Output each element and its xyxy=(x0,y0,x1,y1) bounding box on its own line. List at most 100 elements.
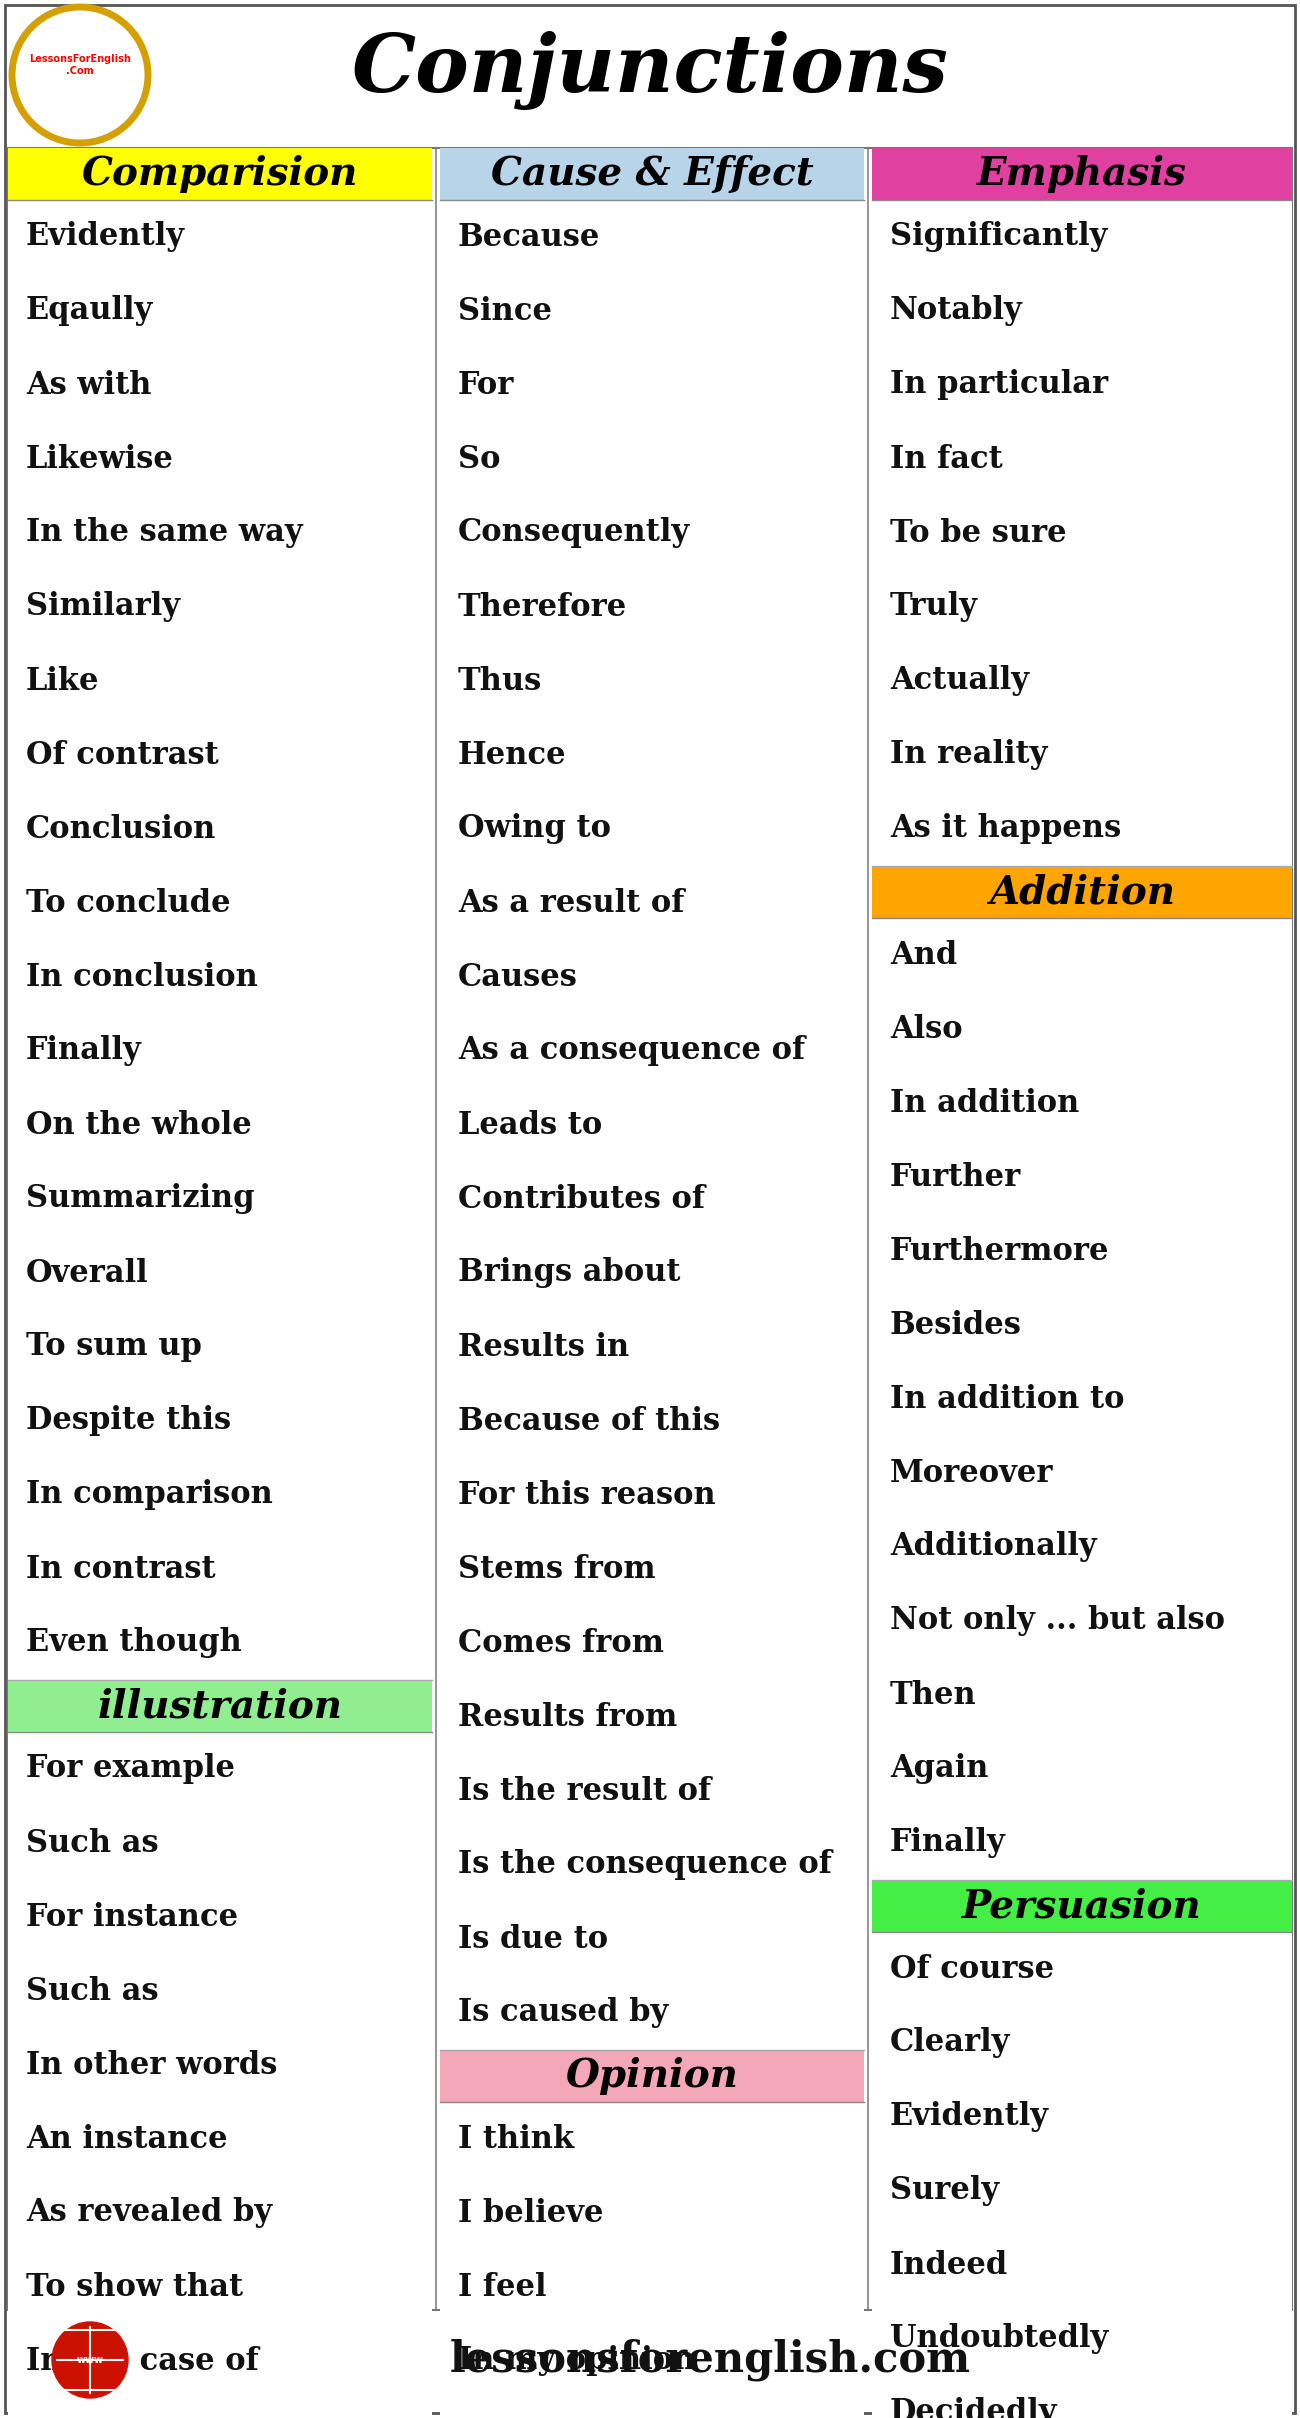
Text: Even though: Even though xyxy=(26,1627,242,1659)
Text: For: For xyxy=(458,370,515,401)
Text: Additionally: Additionally xyxy=(891,1531,1097,1562)
Text: As with: As with xyxy=(26,370,152,401)
Text: I believe: I believe xyxy=(458,2198,603,2229)
Text: Also: Also xyxy=(891,1013,962,1045)
Text: Causes: Causes xyxy=(458,962,578,991)
Text: For instance: For instance xyxy=(26,1901,238,1932)
Text: www: www xyxy=(77,2355,104,2365)
Text: Hence: Hence xyxy=(458,740,567,771)
Text: Further: Further xyxy=(891,1161,1022,1192)
Text: In other words: In other words xyxy=(26,2050,277,2079)
Text: Because of this: Because of this xyxy=(458,1405,720,1436)
Circle shape xyxy=(12,7,148,143)
Text: To show that: To show that xyxy=(26,2271,243,2302)
Text: illustration: illustration xyxy=(98,1688,342,1724)
Bar xyxy=(872,1881,1292,1932)
Text: Surely: Surely xyxy=(891,2176,1000,2208)
Text: Undoubtedly: Undoubtedly xyxy=(891,2324,1108,2355)
Bar xyxy=(872,919,1292,1881)
Bar xyxy=(439,147,864,201)
Text: In the case of: In the case of xyxy=(26,2345,259,2377)
Text: Because: Because xyxy=(458,222,601,251)
Text: As a result of: As a result of xyxy=(458,887,684,919)
Text: Clearly: Clearly xyxy=(891,2029,1010,2058)
Text: Such as: Such as xyxy=(26,1828,159,1859)
Text: Likewise: Likewise xyxy=(26,442,174,474)
Text: Contributes of: Contributes of xyxy=(458,1182,705,1214)
Text: In my opinion: In my opinion xyxy=(458,2345,696,2377)
Text: Eqaully: Eqaully xyxy=(26,295,153,326)
Text: lessonsforenglish.com: lessonsforenglish.com xyxy=(450,2338,971,2382)
Text: In addition to: In addition to xyxy=(891,1383,1124,1415)
Text: Stems from: Stems from xyxy=(458,1552,655,1584)
Text: In conclusion: In conclusion xyxy=(26,962,257,991)
Text: Overall: Overall xyxy=(26,1257,148,1289)
Text: For this reason: For this reason xyxy=(458,1480,716,1511)
Text: Evidently: Evidently xyxy=(26,222,185,251)
Text: To sum up: To sum up xyxy=(26,1332,202,1361)
Text: In reality: In reality xyxy=(891,740,1048,771)
Text: Brings about: Brings about xyxy=(458,1257,680,1289)
Bar xyxy=(8,1681,432,1731)
Text: As a consequence of: As a consequence of xyxy=(458,1035,805,1066)
Text: I think: I think xyxy=(458,2123,575,2154)
Text: Not only ... but also: Not only ... but also xyxy=(891,1606,1225,1637)
Text: Conjunctions: Conjunctions xyxy=(351,31,949,109)
Text: Thus: Thus xyxy=(458,665,542,696)
Text: Addition: Addition xyxy=(989,873,1175,912)
Text: In comparison: In comparison xyxy=(26,1480,273,1511)
Text: On the whole: On the whole xyxy=(26,1110,252,1141)
Text: Comes from: Comes from xyxy=(458,1627,664,1659)
Text: Owing to: Owing to xyxy=(458,812,611,844)
Text: Persuasion: Persuasion xyxy=(962,1886,1201,1925)
Text: Of contrast: Of contrast xyxy=(26,740,218,771)
Text: Truly: Truly xyxy=(891,592,978,621)
Text: Is the result of: Is the result of xyxy=(458,1775,711,1806)
Text: Since: Since xyxy=(458,295,552,326)
Text: Is the consequence of: Is the consequence of xyxy=(458,1850,832,1881)
Text: As it happens: As it happens xyxy=(891,812,1121,844)
Text: Again: Again xyxy=(891,1753,988,1784)
Text: Summarizing: Summarizing xyxy=(26,1182,255,1214)
Text: I feel: I feel xyxy=(458,2271,546,2302)
Text: Furthermore: Furthermore xyxy=(891,1236,1109,1267)
Bar xyxy=(8,1731,432,2418)
Text: To be sure: To be sure xyxy=(891,517,1066,549)
Bar xyxy=(439,2050,864,2101)
Text: LessonsForEnglish
.Com: LessonsForEnglish .Com xyxy=(29,53,131,75)
Text: Is caused by: Is caused by xyxy=(458,1997,668,2029)
Bar xyxy=(872,147,1292,201)
Text: Decidedly: Decidedly xyxy=(891,2399,1057,2418)
Text: Such as: Such as xyxy=(26,1976,159,2007)
Text: Finally: Finally xyxy=(26,1035,142,1066)
Text: Finally: Finally xyxy=(891,1828,1006,1859)
Text: Indeed: Indeed xyxy=(891,2249,1009,2280)
Bar xyxy=(8,147,1292,2309)
Text: Similarly: Similarly xyxy=(26,592,179,621)
Text: Notably: Notably xyxy=(891,295,1023,326)
Text: For example: For example xyxy=(26,1753,235,1784)
Text: Results from: Results from xyxy=(458,1702,677,1734)
Text: Conclusion: Conclusion xyxy=(26,812,216,844)
Text: Leads to: Leads to xyxy=(458,1110,602,1141)
Bar xyxy=(439,201,864,2050)
Bar xyxy=(872,866,1292,919)
Text: Consequently: Consequently xyxy=(458,517,690,549)
Text: Significantly: Significantly xyxy=(891,222,1108,251)
Text: Like: Like xyxy=(26,665,100,696)
Circle shape xyxy=(52,2321,127,2399)
Text: Opinion: Opinion xyxy=(566,2058,738,2094)
Bar xyxy=(872,1932,1292,2418)
Text: Comparision: Comparision xyxy=(82,155,359,193)
Text: In the same way: In the same way xyxy=(26,517,303,549)
Text: An instance: An instance xyxy=(26,2123,228,2154)
Bar xyxy=(8,201,432,1681)
Text: To conclude: To conclude xyxy=(26,887,230,919)
Text: Results in: Results in xyxy=(458,1332,629,1361)
Text: And: And xyxy=(891,941,957,970)
Text: Moreover: Moreover xyxy=(891,1458,1053,1489)
Text: In addition: In addition xyxy=(891,1088,1079,1120)
Text: Actually: Actually xyxy=(891,665,1030,696)
Bar xyxy=(439,2101,864,2418)
Text: Is due to: Is due to xyxy=(458,1922,608,1954)
